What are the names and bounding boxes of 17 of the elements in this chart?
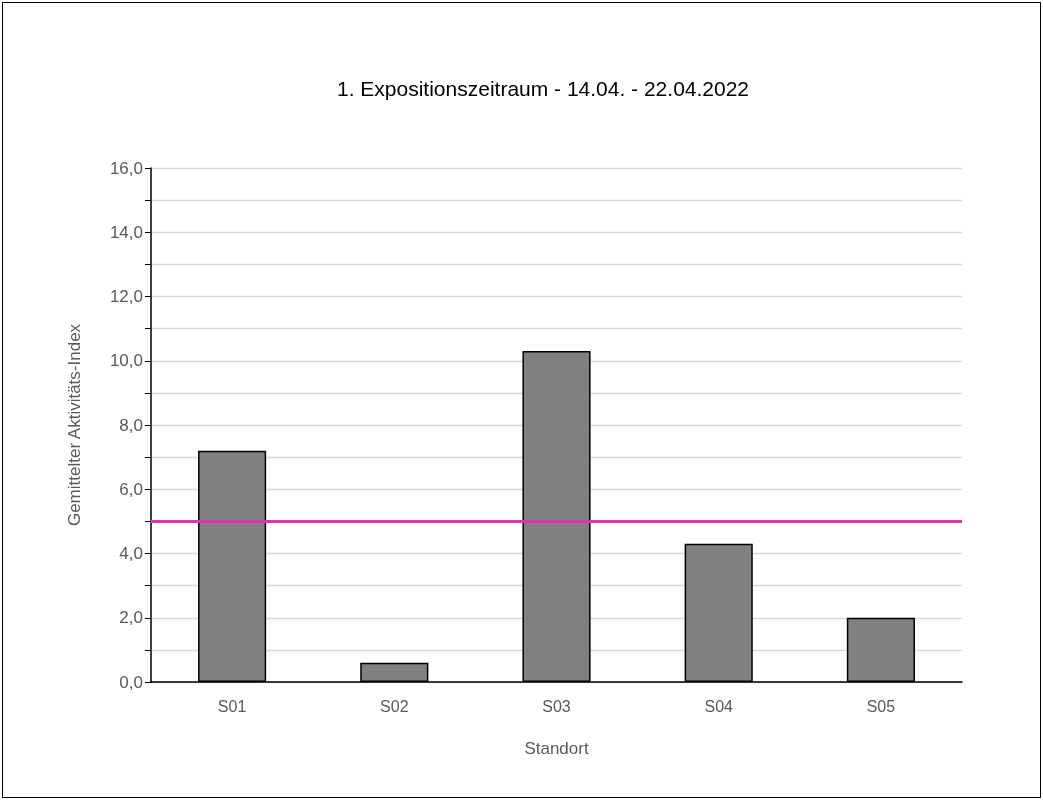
y-tick-label: 4,0 <box>119 544 143 563</box>
y-tick-label: 2,0 <box>119 608 143 628</box>
x-tick-label: S03 <box>542 697 571 715</box>
y-tick-label: 8,0 <box>119 415 143 435</box>
x-tick-label: S02 <box>380 697 409 715</box>
x-tick-label: S01 <box>217 697 247 715</box>
y-tick-label: 12,0 <box>109 287 143 306</box>
chart-title: 1. Expositionszeitraum - 14.04. - 22.04.2022 <box>336 77 750 100</box>
y-axis-title: Gemittelter Aktivitäts-Index <box>65 323 84 527</box>
x-tick-label: S04 <box>704 697 734 715</box>
y-tick-label: 14,0 <box>109 222 143 242</box>
y-tick-label: 6,0 <box>119 479 143 499</box>
y-tick-label: 0,0 <box>119 672 143 692</box>
y-tick-label: 10,0 <box>109 351 143 371</box>
x-tick-label: S05 <box>866 697 896 715</box>
y-tick-label: 16,0 <box>109 158 143 178</box>
x-axis-title: Standort <box>524 739 589 758</box>
